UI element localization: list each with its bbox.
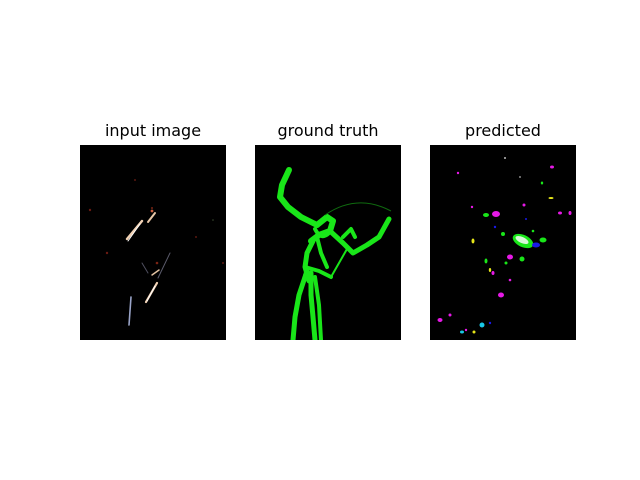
pred-speck bbox=[540, 181, 544, 185]
mask-stroke bbox=[341, 227, 357, 239]
pred-speck bbox=[519, 256, 525, 262]
mask-stroke bbox=[315, 235, 329, 269]
pred-speck bbox=[471, 238, 475, 244]
pred-speck bbox=[470, 205, 474, 209]
pred-speck bbox=[504, 261, 508, 265]
pred-speck bbox=[519, 176, 521, 178]
pred-speck bbox=[448, 313, 452, 317]
pred-background bbox=[430, 145, 576, 340]
pred-speck bbox=[460, 330, 464, 334]
mask-stroke bbox=[330, 248, 348, 278]
predicted-title: predicted bbox=[465, 121, 541, 140]
input-highlight bbox=[141, 262, 149, 274]
mask-stroke bbox=[327, 216, 392, 256]
input-image-title: input image bbox=[104, 121, 202, 140]
pred-speck bbox=[437, 318, 443, 322]
pred-speck bbox=[472, 330, 476, 334]
pred-blob bbox=[515, 235, 529, 245]
pred-speck bbox=[484, 258, 488, 264]
mask-stroke bbox=[313, 275, 323, 340]
pred-speck bbox=[504, 157, 506, 159]
input-speck bbox=[151, 207, 153, 209]
mask-stroke bbox=[303, 265, 333, 279]
pred-blob bbox=[532, 242, 540, 248]
input-highlight bbox=[147, 212, 156, 223]
input-highlight bbox=[146, 285, 156, 302]
pred-speck bbox=[491, 271, 495, 275]
input-speck bbox=[88, 208, 92, 212]
pred-speck bbox=[507, 254, 513, 260]
ground-truth-title: ground truth bbox=[277, 121, 379, 140]
pred-speck bbox=[479, 322, 485, 328]
input-image-panel bbox=[80, 145, 226, 340]
pred-speck bbox=[498, 292, 504, 298]
input-speck bbox=[105, 251, 109, 255]
predicted-panel bbox=[430, 145, 576, 340]
pred-speck bbox=[493, 225, 497, 229]
input-highlight bbox=[127, 223, 141, 242]
input-speck bbox=[150, 209, 154, 213]
input-speck bbox=[155, 261, 159, 265]
input-speck bbox=[134, 179, 136, 181]
pred-speck bbox=[525, 218, 527, 220]
pred-speck bbox=[483, 213, 489, 217]
mask-thin-arc bbox=[324, 202, 392, 216]
pred-speck bbox=[456, 171, 460, 175]
input-speck bbox=[195, 236, 197, 238]
pred-speck bbox=[550, 165, 554, 169]
pred-speck bbox=[508, 278, 512, 282]
input-highlight bbox=[151, 269, 160, 276]
pred-speck bbox=[548, 197, 554, 199]
pred-speck bbox=[488, 268, 492, 272]
input-speck bbox=[212, 219, 214, 221]
truth-background bbox=[255, 145, 401, 340]
pred-speck bbox=[568, 211, 572, 215]
pred-speck bbox=[492, 211, 500, 217]
pred-speck bbox=[464, 328, 468, 332]
input-background bbox=[80, 145, 226, 340]
pred-speck bbox=[531, 229, 535, 233]
mask-stroke bbox=[313, 227, 331, 239]
mask-stroke bbox=[308, 270, 318, 340]
pred-speck bbox=[501, 232, 505, 236]
input-speck bbox=[222, 262, 224, 264]
mask-stroke bbox=[297, 265, 309, 297]
input-highlight bbox=[157, 252, 171, 279]
input-highlight bbox=[128, 296, 132, 326]
ground-truth-panel bbox=[255, 145, 401, 340]
input-image bbox=[80, 145, 226, 340]
pred-speck bbox=[558, 211, 562, 215]
predicted-mask bbox=[430, 145, 576, 340]
mask-stroke bbox=[277, 167, 320, 228]
pred-speck bbox=[522, 203, 526, 207]
pred-speck bbox=[488, 321, 492, 325]
pred-blob bbox=[539, 237, 547, 243]
ground-truth-mask bbox=[255, 145, 401, 340]
